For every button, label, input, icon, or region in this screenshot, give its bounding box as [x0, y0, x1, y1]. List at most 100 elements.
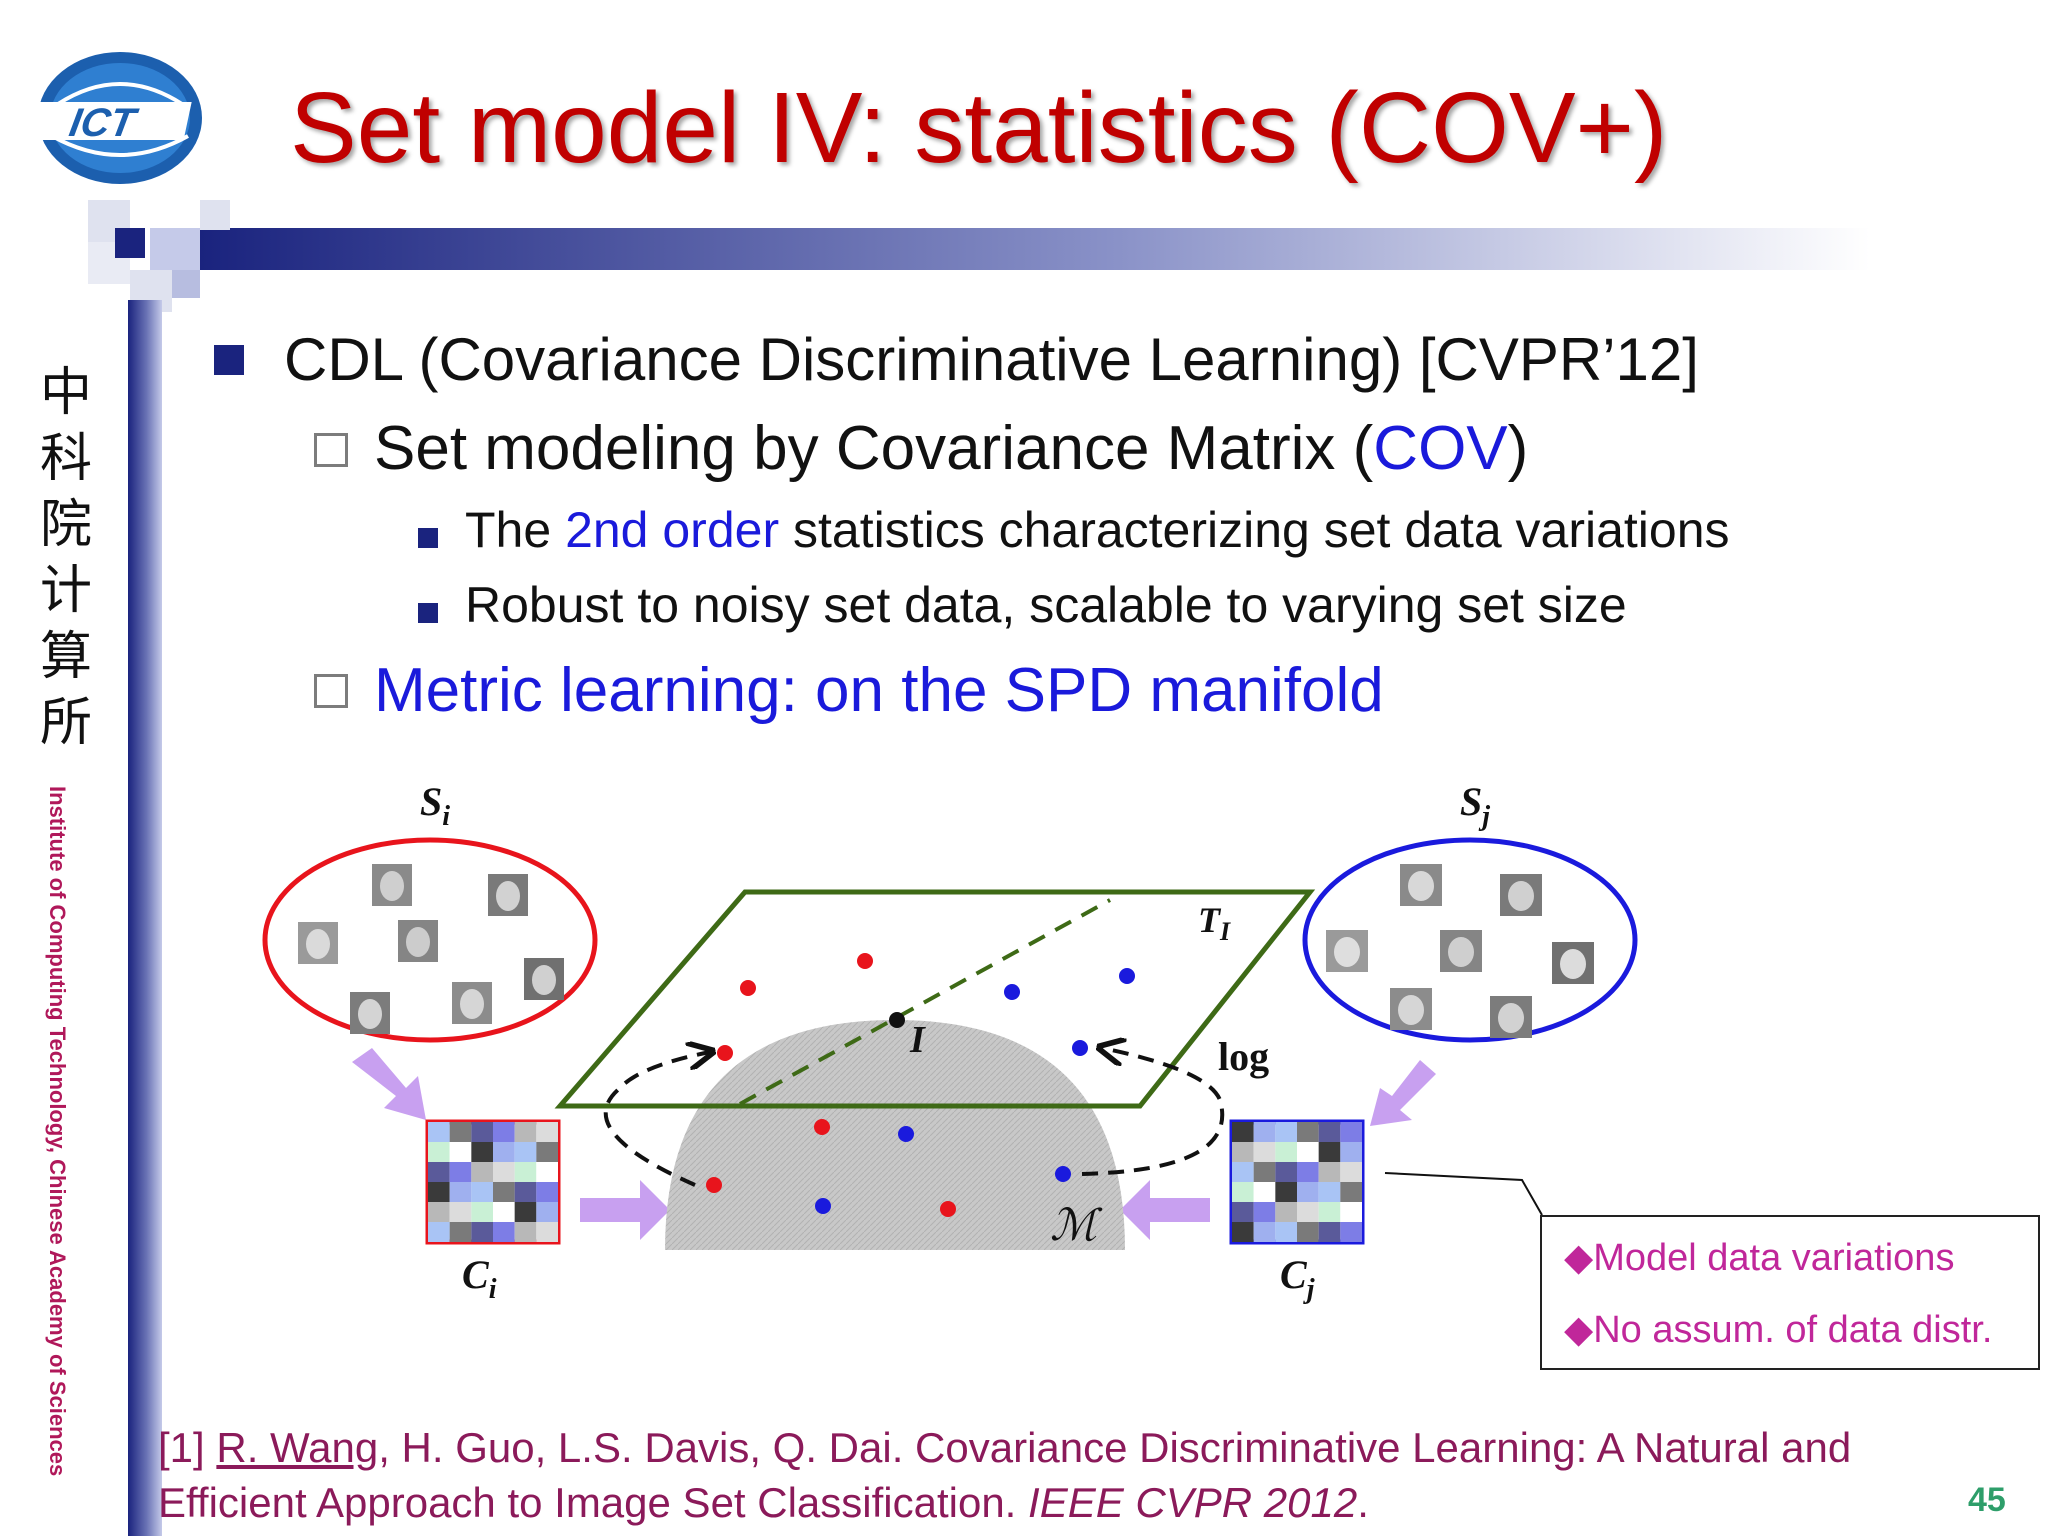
matrix-cell — [1253, 1122, 1276, 1142]
ref-end: . — [1357, 1479, 1369, 1526]
tangent-label-sub: I — [1219, 917, 1231, 946]
matrix-cell — [428, 1122, 450, 1142]
matrix-cell — [1275, 1202, 1297, 1222]
matrix-cell — [493, 1202, 515, 1222]
si-label-main: S — [420, 779, 442, 824]
ref-author-link[interactable]: R. Wang — [216, 1424, 379, 1471]
red-point — [940, 1201, 956, 1217]
arrow-cov-to-manifold-right — [1120, 1180, 1210, 1240]
bullet-l3-marker — [418, 603, 438, 628]
matrix-cell — [1253, 1142, 1276, 1162]
log-map-left — [603, 1052, 710, 1187]
chinese-char: 科 — [39, 429, 92, 489]
geodesic-dashed-line — [739, 898, 1111, 1106]
matrix-cell — [1318, 1162, 1341, 1182]
matrix-cell — [1232, 1142, 1254, 1162]
log-label: log — [1218, 1034, 1269, 1079]
ref-body: , H. Guo, L.S. Davis, Q. Dai. Covariance… — [158, 1424, 1852, 1526]
bullet-sub2: Metric learning: on the SPD manifold — [374, 656, 1384, 725]
red-point — [857, 953, 873, 969]
blue-point — [1055, 1166, 1071, 1182]
chinese-char: 计 — [39, 561, 92, 621]
si-label-sub: i — [442, 801, 450, 832]
cov-highlight: COV — [1373, 414, 1508, 483]
spd-manifold — [665, 1020, 1125, 1250]
chinese-char: 算 — [39, 627, 92, 687]
matrix-cell — [514, 1182, 537, 1202]
matrix-cell — [471, 1162, 493, 1182]
bullet-main: CDL (Covariance Discriminative Learning)… — [284, 326, 1699, 393]
matrix-cell — [1297, 1182, 1319, 1202]
ict-globe-logo: ICT — [28, 52, 202, 184]
matrix-cell — [1297, 1222, 1319, 1242]
matrix-cell — [1253, 1162, 1276, 1182]
ci-label: Ci — [462, 1252, 497, 1305]
ci-label-main: C — [462, 1252, 490, 1297]
blue-point — [898, 1126, 914, 1142]
matrix-cell — [493, 1182, 515, 1202]
matrix-cell — [1340, 1162, 1362, 1182]
bullet-sub1-marker — [314, 433, 348, 472]
callout-item-text: Model data variations — [1593, 1237, 1955, 1279]
header-decoration — [88, 200, 1870, 312]
ref-prefix: [1] — [158, 1424, 217, 1471]
matrix-cell — [1340, 1142, 1362, 1162]
matrix-cell — [514, 1142, 537, 1162]
tangent-label: TI — [1198, 900, 1231, 946]
matrix-cell — [1297, 1162, 1319, 1182]
callout-item: ◆Model data variations — [1564, 1237, 1955, 1279]
matrix-cell — [471, 1222, 493, 1242]
ref-venue: IEEE CVPR 2012 — [1028, 1479, 1358, 1526]
matrix-cell — [493, 1162, 515, 1182]
matrix-cell — [536, 1202, 558, 1222]
matrix-cell — [1275, 1122, 1297, 1142]
matrix-cell — [1340, 1182, 1362, 1202]
bullet-l3-text-end: statistics characterizing set data varia… — [779, 502, 1730, 558]
identity-point — [889, 1012, 905, 1028]
cov-matrix-j — [1229, 1119, 1365, 1245]
matrix-cell — [1318, 1122, 1341, 1142]
matrix-cell — [1297, 1202, 1319, 1222]
matrix-cell — [428, 1162, 450, 1182]
arrow-cov-to-manifold-left — [580, 1180, 670, 1240]
matrix-cell — [471, 1122, 493, 1142]
si-label: Si — [420, 779, 450, 832]
bullet-sub2-marker — [314, 674, 348, 713]
matrix-cell — [514, 1202, 537, 1222]
matrix-cell — [1232, 1202, 1254, 1222]
matrix-cell — [1253, 1182, 1276, 1202]
matrix-cell — [428, 1182, 450, 1202]
matrix-cell — [449, 1142, 472, 1162]
matrix-cell — [449, 1122, 472, 1142]
log-map-right — [1081, 1048, 1225, 1176]
matrix-cell — [536, 1222, 558, 1242]
matrix-cell — [1318, 1182, 1341, 1202]
matrix-cell — [536, 1122, 558, 1142]
manifold-label: ℳ — [1050, 1200, 1103, 1251]
matrix-cell — [536, 1182, 558, 1202]
bullet-l3-item: The 2nd order statistics characterizing … — [465, 505, 1730, 555]
sj-label-main: S — [1460, 779, 1482, 824]
matrix-cell — [471, 1142, 493, 1162]
tangent-plane — [554, 889, 1316, 1109]
red-point — [706, 1177, 722, 1193]
matrix-cell — [1275, 1162, 1297, 1182]
bullet-main-marker — [214, 345, 244, 380]
bullet-l3-marker — [418, 528, 438, 553]
matrix-cell — [1275, 1182, 1297, 1202]
sj-label: Sj — [1460, 779, 1490, 832]
matrix-cell — [1318, 1222, 1341, 1242]
matrix-cell — [1232, 1122, 1254, 1142]
face-thumbnails-left — [298, 864, 564, 1034]
callout-item-text: No assum. of data distr. — [1593, 1309, 1993, 1351]
matrix-cell — [1297, 1122, 1319, 1142]
arrow-set-to-cov-left — [352, 1048, 426, 1120]
matrix-cell — [1232, 1162, 1254, 1182]
matrix-cell — [449, 1222, 472, 1242]
slide-title: Set model IV: statistics (COV+) — [290, 72, 1668, 184]
manifold-points — [706, 1119, 1071, 1217]
matrix-cell — [536, 1162, 558, 1182]
callout-box: ◆Model data variations ◆No assum. of dat… — [1540, 1215, 2040, 1370]
ci-label-sub: i — [489, 1274, 497, 1305]
blue-point — [1072, 1040, 1088, 1056]
